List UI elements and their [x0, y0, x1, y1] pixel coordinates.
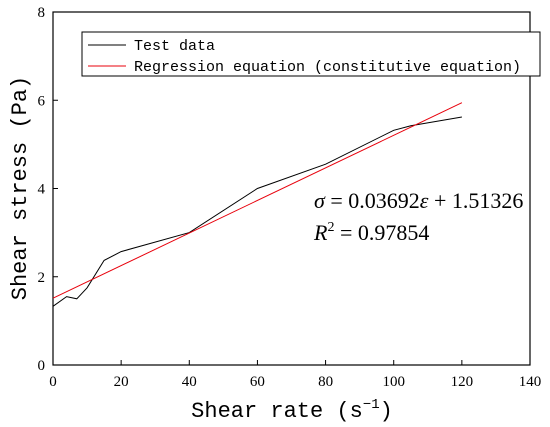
- series-line-test-data: [52, 116, 462, 307]
- x-tick-label: 20: [114, 374, 129, 390]
- x-tick-label: 140: [519, 374, 542, 390]
- r-squared-annotation: R2 = 0.97854: [313, 220, 429, 245]
- y-tick-label: 8: [38, 5, 46, 21]
- x-tick-label: 100: [382, 374, 405, 390]
- legend-box: [81, 31, 541, 77]
- series-layer: [52, 102, 463, 307]
- y-axis-title: Shear stress (Pa): [8, 76, 33, 300]
- y-tick-label: 2: [38, 270, 46, 286]
- x-tick-label: 0: [49, 374, 57, 390]
- x-axis-unit-exponent: −1: [363, 397, 380, 413]
- y-tick-label: 4: [38, 182, 46, 198]
- legend: Test data Regression equation (constitut…: [81, 31, 541, 77]
- regression-equation: σ = 0.03692ε + 1.51326: [314, 188, 523, 213]
- y-axis: 0 2 4 6 8: [38, 5, 58, 374]
- legend-label-test-data: Test data: [134, 38, 215, 55]
- x-tick-label: 40: [182, 374, 197, 390]
- legend-label-regression: Regression equation (constitutive equati…: [134, 59, 521, 76]
- y-tick-label: 0: [38, 358, 46, 374]
- y-tick-label: 6: [38, 93, 46, 109]
- x-tick-label: 80: [318, 374, 333, 390]
- x-axis-title: Shear rate (s−1): [191, 397, 393, 424]
- series-line-regression: [52, 102, 463, 299]
- x-tick-label: 60: [250, 374, 265, 390]
- x-tick-label: 120: [451, 374, 474, 390]
- x-axis: 0 20 40 60 80 100 120 140: [49, 360, 541, 390]
